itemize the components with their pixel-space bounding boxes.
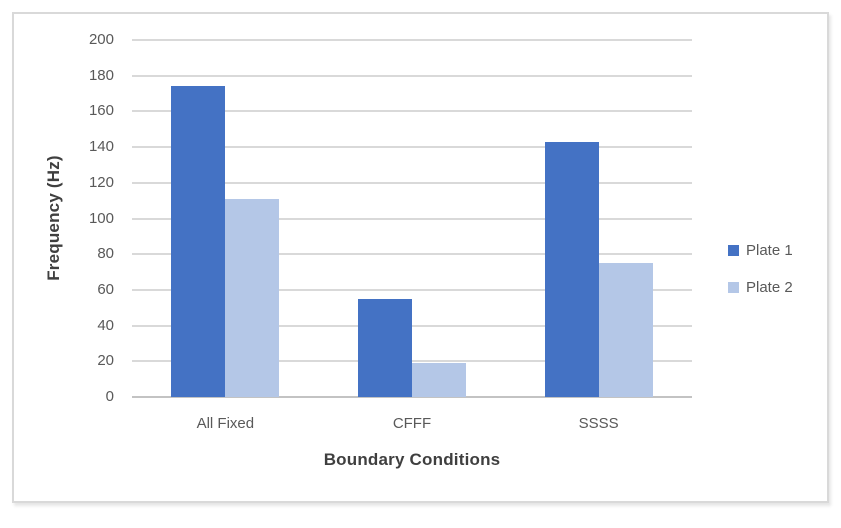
y-tick-label-60: 60 [97, 280, 114, 298]
plot-area [132, 39, 692, 398]
gridline-40 [132, 324, 692, 327]
gridline-120 [132, 181, 692, 184]
legend-item-plate-2[interactable]: Plate 2 [728, 278, 793, 296]
gridline-160 [132, 110, 692, 113]
x-axis-line [132, 396, 692, 398]
legend-label: Plate 2 [746, 278, 793, 296]
y-tick-label-100: 100 [88, 209, 114, 227]
y-tick-label-120: 120 [88, 173, 114, 191]
legend-swatch-icon [728, 281, 739, 293]
gridline-60 [132, 288, 692, 291]
bar-plate-2-cfff[interactable] [412, 363, 466, 397]
legend-swatch-icon [728, 244, 739, 256]
gridline-180 [132, 74, 692, 77]
legend-label: Plate 1 [746, 241, 793, 259]
bar-plate-1-all-fixed[interactable] [171, 86, 226, 397]
x-category-label-ssss: SSSS [578, 415, 619, 432]
legend-item-plate-1[interactable]: Plate 1 [728, 241, 793, 259]
y-tick-label-180: 180 [88, 66, 114, 84]
bar-plate-1-ssss[interactable] [544, 141, 599, 397]
gridline-100 [132, 217, 692, 220]
x-category-label-all-fixed: All Fixed [196, 415, 255, 432]
x-axis-title: Boundary Conditions [323, 450, 501, 469]
legend: Plate 1 Plate 2 [728, 241, 793, 315]
bar-plate-2-ssss[interactable] [598, 263, 653, 397]
y-tick-label-200: 200 [88, 31, 114, 48]
x-category-label-cfff: CFFF [392, 415, 432, 432]
gridline-200 [132, 39, 692, 41]
y-tick-label-20: 20 [97, 352, 114, 370]
gridline-80 [132, 253, 692, 256]
gridline-20 [132, 360, 692, 363]
gridline-140 [132, 146, 692, 149]
y-axis-title: Frequency (Hz) [44, 155, 63, 281]
bar-plate-2-all-fixed[interactable] [225, 198, 280, 397]
y-tick-label-80: 80 [97, 245, 114, 263]
y-tick-label-160: 160 [88, 102, 114, 120]
chart-frame[interactable]: 0 20 40 60 80 100 120 140 160 180 200 All Fixed CFF… [12, 12, 829, 503]
y-tick-label-140: 140 [88, 138, 114, 156]
y-tick-label-0: 0 [105, 388, 114, 405]
y-tick-label-40: 40 [97, 316, 114, 334]
bar-plate-1-cfff[interactable] [358, 298, 412, 397]
